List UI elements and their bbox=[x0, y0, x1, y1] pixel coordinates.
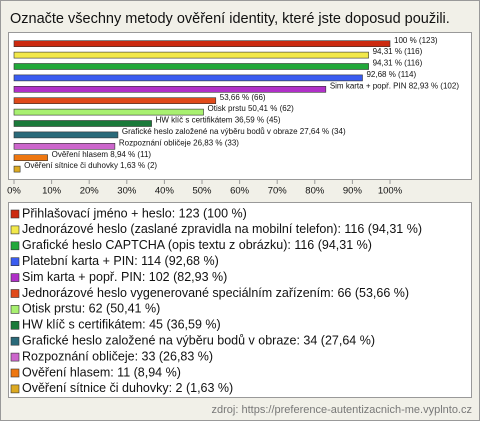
source: zdroj: https://preference-autentizacnich… bbox=[212, 404, 472, 416]
bar bbox=[13, 51, 369, 59]
bar bbox=[13, 108, 204, 116]
bar bbox=[13, 154, 48, 161]
chart-title: Označte všechny metody ověření identity,… bbox=[10, 11, 450, 27]
x-tick-label: 90% bbox=[343, 186, 363, 197]
bar bbox=[13, 131, 119, 139]
value-label: 53,66 % (66) bbox=[220, 93, 266, 102]
legend-label: Jednorázové heslo (zaslané zpravidla na … bbox=[22, 222, 422, 236]
legend-swatch bbox=[10, 320, 20, 330]
x-tick-label: 0% bbox=[7, 186, 21, 197]
value-label: 94,31 % (116) bbox=[373, 59, 423, 68]
x-tick-label: 40% bbox=[155, 186, 175, 197]
legend-label: Ověření hlasem: 11 (8,94 %) bbox=[22, 365, 181, 379]
x-tick-label: 80% bbox=[305, 186, 325, 197]
bar bbox=[13, 120, 152, 127]
value-label: Sim karta + popř. PIN 82,93 % (102) bbox=[330, 81, 460, 90]
legend-box bbox=[8, 202, 472, 398]
legend-label: Otisk prstu: 62 (50,41 %) bbox=[22, 302, 160, 316]
legend-swatch bbox=[10, 257, 20, 267]
bars: 100 % (123) 94,31 % (116) 94,31 % (116) 92,… bbox=[13, 36, 460, 173]
x-tick-label: 10% bbox=[42, 186, 62, 197]
value-label: Otisk prstu 50,41 % (62) bbox=[208, 104, 295, 113]
bar bbox=[13, 143, 116, 150]
value-label: Rozpoznání obličeje 26,83 % (33) bbox=[119, 138, 239, 147]
bar bbox=[13, 86, 327, 93]
legend-swatch bbox=[10, 273, 20, 282]
legend-label: Grafické heslo CAPTCHA (opis textu z obr… bbox=[22, 238, 372, 252]
legend-swatch bbox=[10, 336, 20, 346]
legend-label: Grafické heslo založené na výběru bodů v… bbox=[22, 333, 375, 347]
legend-swatch bbox=[10, 305, 20, 314]
legend-swatch bbox=[10, 368, 20, 378]
legend-label: Přihlašovací jméno + heslo: 123 (100 %) bbox=[22, 206, 247, 220]
legend-swatch bbox=[10, 225, 20, 235]
value-label: 92,68 % (114) bbox=[366, 70, 416, 79]
bar bbox=[13, 74, 363, 82]
value-label: Ověření sítnice či duhovky 1,63 % (2) bbox=[24, 161, 157, 170]
legend-swatch bbox=[10, 289, 20, 298]
x-tick-label: 30% bbox=[117, 186, 137, 197]
legend-label: Sim karta + popř. PIN: 102 (82,93 %) bbox=[22, 270, 227, 284]
value-label: HW klíč s certifikátem 36,59 % (45) bbox=[156, 116, 281, 125]
legend-label: Rozpoznání obličeje: 33 (26,83 %) bbox=[22, 349, 213, 363]
x-tick-label: 20% bbox=[80, 186, 100, 197]
value-label: 94,31 % (116) bbox=[373, 47, 423, 56]
legend-swatch bbox=[10, 241, 20, 251]
bar bbox=[13, 63, 369, 70]
x-tick-label: 70% bbox=[268, 186, 288, 197]
legend-swatch bbox=[10, 209, 20, 219]
legend-label: Ověření sítnice či duhovky: 2 (1,63 %) bbox=[22, 381, 233, 395]
legend-label: Jednorázové heslo vygenerované speciální… bbox=[22, 286, 409, 300]
value-label: Grafické heslo založené na výběru bodů v… bbox=[122, 127, 346, 136]
legend-label: Platební karta + PIN: 114 (92,68 %) bbox=[22, 254, 219, 268]
legend-swatch bbox=[10, 384, 20, 394]
bar bbox=[13, 40, 391, 48]
legend-swatch bbox=[10, 352, 20, 362]
x-tick-label: 60% bbox=[230, 186, 250, 197]
value-label: Ověření hlasem 8,94 % (11) bbox=[52, 150, 152, 159]
bar bbox=[13, 97, 217, 104]
legend-label: HW klíč s certifikátem: 45 (36,59 %) bbox=[22, 318, 221, 332]
x-tick-label: 100% bbox=[378, 186, 403, 197]
value-label: 100 % (123) bbox=[394, 36, 438, 45]
bar bbox=[13, 165, 21, 173]
x-tick-label: 50% bbox=[192, 186, 212, 197]
